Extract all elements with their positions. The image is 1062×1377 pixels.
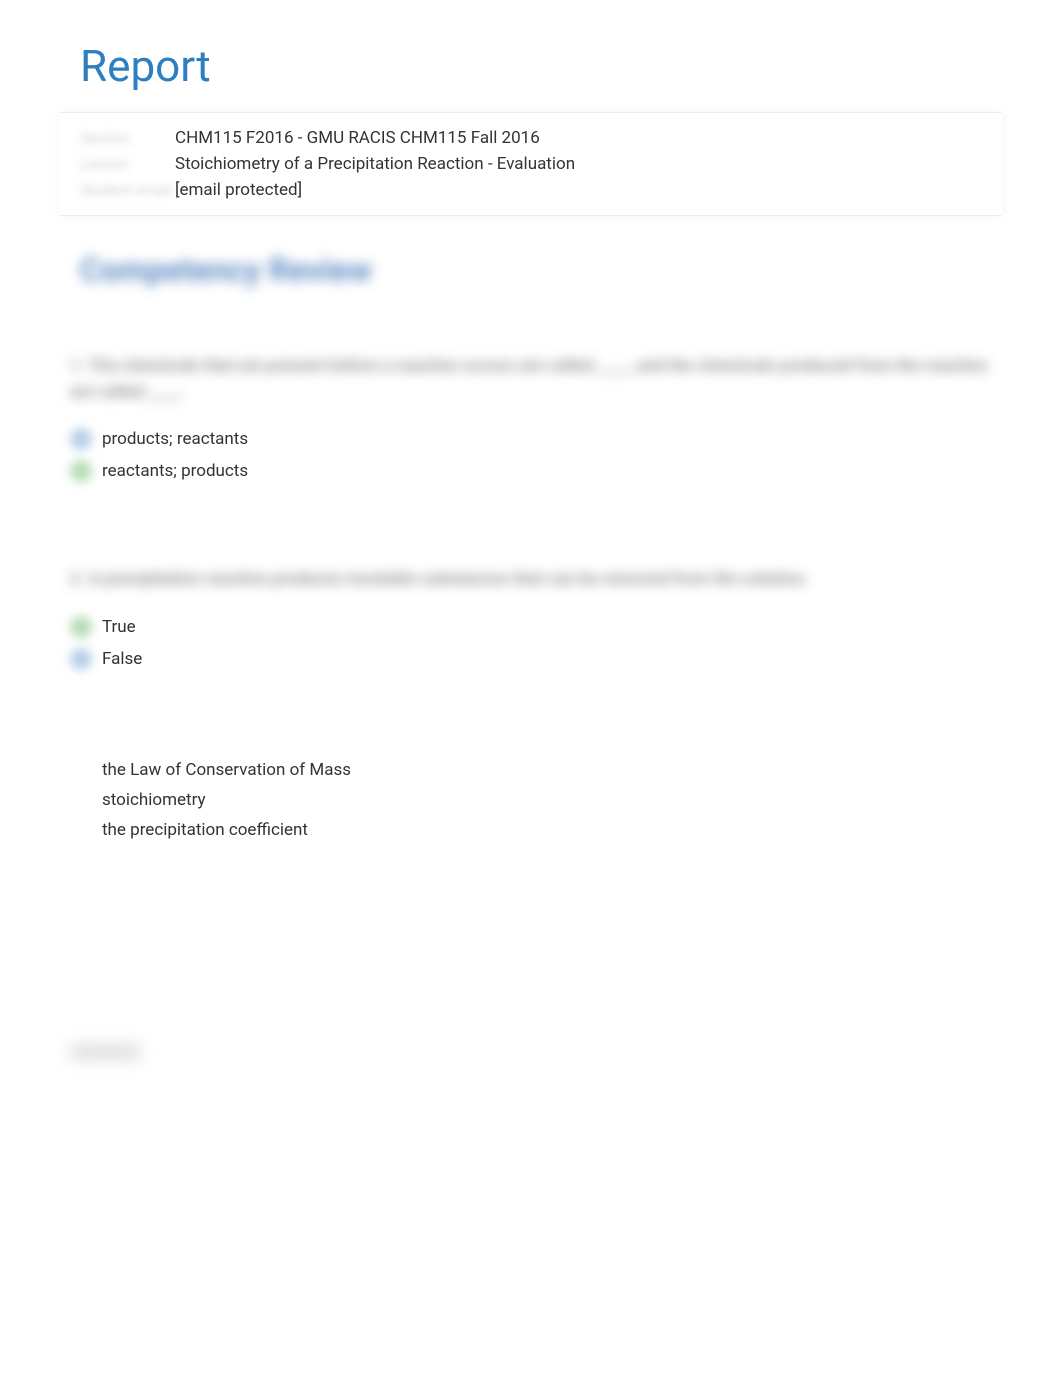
question-1-text: 1. The chemicals that are present before… [70,354,992,405]
meta-label-email: Student email [80,181,175,199]
report-title: Report [60,40,1002,92]
meta-value-email: [email protected] [175,180,302,200]
meta-label-section: Section [80,129,175,147]
meta-value-section: CHM115 F2016 - GMU RACIS CHM115 Fall 201… [175,128,540,148]
section-heading-text: Competency Review [80,251,982,289]
radio-icon [70,648,92,670]
option-text: stoichiometry [102,790,992,810]
radio-icon [70,616,92,638]
footer-blur [70,1045,140,1059]
meta-row-email: Student email [email protected] [80,177,982,203]
question-3-option-c: the precipitation coefficient [70,815,992,845]
option-text: products; reactants [102,429,248,449]
radio-icon [70,428,92,450]
question-2-option-b: False [70,643,992,675]
question-1-option-b: reactants; products [70,455,992,487]
option-text: reactants; products [102,461,248,481]
meta-label-lesson: Lesson [80,155,175,173]
meta-value-lesson: Stoichiometry of a Precipitation Reactio… [175,154,575,174]
question-2-text: 2. A precipitation reaction produces ins… [70,567,992,593]
section-heading: Competency Review [60,246,1002,294]
meta-row-section: Section CHM115 F2016 - GMU RACIS CHM115 … [80,125,982,151]
question-3-option-b: stoichiometry [70,785,992,815]
meta-row-lesson: Lesson Stoichiometry of a Precipitation … [80,151,982,177]
question-1: 1. The chemicals that are present before… [60,354,1002,487]
question-1-option-a: products; reactants [70,423,992,455]
question-2: 2. A precipitation reaction produces ins… [60,567,1002,675]
meta-section: Section CHM115 F2016 - GMU RACIS CHM115 … [60,112,1002,216]
question-3-option-a: the Law of Conservation of Mass [70,755,992,785]
question-3: the Law of Conservation of Mass stoichio… [60,755,1002,845]
option-text: the precipitation coefficient [102,820,992,840]
question-2-option-a: True [70,611,992,643]
option-text: True [102,617,136,637]
radio-icon [70,460,92,482]
option-text: the Law of Conservation of Mass [102,760,992,780]
option-text: False [102,649,142,669]
